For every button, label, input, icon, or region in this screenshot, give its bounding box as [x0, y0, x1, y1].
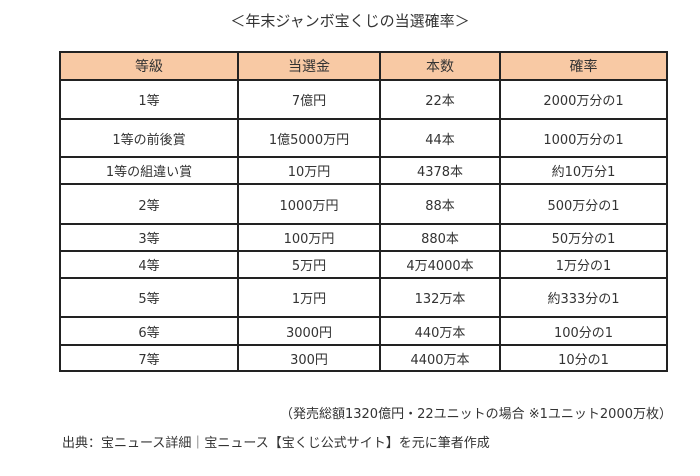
cell-odds: 2000万分の1: [499, 79, 668, 120]
table-row: 7等 300円 4400万本 10分の1: [59, 344, 668, 372]
cell-count: 4378本: [379, 156, 501, 185]
table-row: 1等の前後賞 1億5000万円 44本 1000万分の1: [59, 118, 668, 158]
cell-prize: 100万円: [237, 223, 381, 252]
page-title: ＜年末ジャンボ宝くじの当選確率＞: [230, 12, 470, 30]
cell-odds: 1000万分の1: [499, 118, 668, 158]
cell-prize: 1000万円: [237, 183, 381, 225]
cell-count: 440万本: [379, 316, 501, 346]
cell-prize: 3000円: [237, 316, 381, 346]
cell-grade: 7等: [59, 344, 239, 372]
odds-table: 等級 当選金 本数 確率 1等 7億円 22本 2000万分の1 1等の前後賞 1億500…: [59, 51, 668, 372]
cell-grade: 2等: [59, 183, 239, 225]
cell-prize: 5万円: [237, 250, 381, 279]
cell-grade: 1等の組違い賞: [59, 156, 239, 185]
cell-count: 132万本: [379, 277, 501, 318]
table-row: 1等 7億円 22本 2000万分の1: [59, 79, 668, 120]
header-grade: 等級: [59, 51, 239, 81]
cell-count: 4400万本: [379, 344, 501, 372]
table-row: 6等 3000円 440万本 100分の1: [59, 316, 668, 346]
table-row: 4等 5万円 4万4000本 1万分の1: [59, 250, 668, 279]
cell-grade: 1等の前後賞: [59, 118, 239, 158]
cell-prize: 1万円: [237, 277, 381, 318]
cell-grade: 4等: [59, 250, 239, 279]
header-odds: 確率: [499, 51, 668, 81]
cell-odds: 500万分の1: [499, 183, 668, 225]
cell-odds: 50万分の1: [499, 223, 668, 252]
cell-grade: 6等: [59, 316, 239, 346]
cell-odds: 約10万分1: [499, 156, 668, 185]
cell-prize: 300円: [237, 344, 381, 372]
cell-grade: 1等: [59, 79, 239, 120]
cell-odds: 約333分の1: [499, 277, 668, 318]
table-header-row: 等級 当選金 本数 確率: [59, 51, 668, 81]
cell-count: 880本: [379, 223, 501, 252]
table-row: 1等の組違い賞 10万円 4378本 約10万分1: [59, 156, 668, 185]
cell-odds: 100分の1: [499, 316, 668, 346]
cell-grade: 5等: [59, 277, 239, 318]
cell-count: 88本: [379, 183, 501, 225]
header-count: 本数: [379, 51, 501, 81]
cell-prize: 10万円: [237, 156, 381, 185]
table-row: 3等 100万円 880本 50万分の1: [59, 223, 668, 252]
cell-prize: 7億円: [237, 79, 381, 120]
source-citation: 出典：宝ニュース詳細｜宝ニュース【宝くじ公式サイト】を元に筆者作成: [62, 436, 490, 451]
cell-odds: 1万分の1: [499, 250, 668, 279]
cell-count: 22本: [379, 79, 501, 120]
cell-odds: 10分の1: [499, 344, 668, 372]
header-prize: 当選金: [237, 51, 381, 81]
cell-count: 4万4000本: [379, 250, 501, 279]
cell-count: 44本: [379, 118, 501, 158]
cell-grade: 3等: [59, 223, 239, 252]
table-row: 5等 1万円 132万本 約333分の1: [59, 277, 668, 318]
cell-prize: 1億5000万円: [237, 118, 381, 158]
sales-note: （発売総額1320億円・22ユニットの場合 ※1ユニット2000万枚）: [279, 407, 672, 422]
table-row: 2等 1000万円 88本 500万分の1: [59, 183, 668, 225]
